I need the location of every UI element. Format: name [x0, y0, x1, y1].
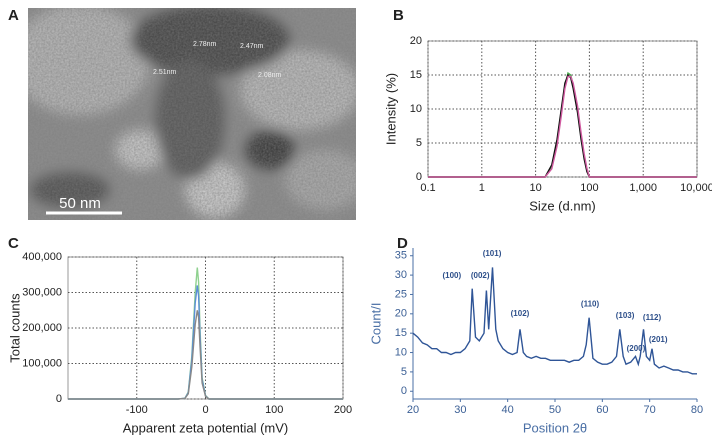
x-tick-label: 10,000 [680, 182, 712, 194]
y-tick-label: 400,000 [22, 251, 62, 263]
x-tick-label: 1 [479, 182, 485, 194]
x-tick-label: 30 [454, 404, 466, 416]
series-line [428, 75, 697, 178]
y-tick-label: 200,000 [22, 322, 62, 334]
panel-label: D [397, 235, 408, 252]
annotation: (201) [649, 335, 668, 344]
x-axis-label: Size (d.nm) [529, 198, 595, 213]
y-axis-label: Count/I [368, 303, 383, 345]
series-line [412, 267, 697, 375]
measurement: 2.51nm [153, 69, 177, 76]
x-axis-label: Apparent zeta potential (mV) [123, 420, 288, 435]
y-tick-label: 100,000 [22, 357, 62, 369]
annotation: (002) [471, 271, 490, 280]
measurement: 2.47nm [240, 43, 264, 50]
series-line [68, 267, 343, 400]
x-tick-label: 40 [502, 404, 514, 416]
y-axis-label: Intensity (%) [383, 73, 398, 145]
panel-label: B [393, 7, 404, 24]
annotation: (102) [511, 309, 530, 318]
series-line [428, 73, 697, 178]
tem-image [28, 8, 356, 220]
annotation: (110) [581, 299, 600, 308]
y-tick-label: 20 [410, 35, 422, 47]
x-tick-label: -100 [126, 404, 148, 416]
y-tick-label: 35 [395, 250, 407, 262]
annotation: (100) [442, 271, 461, 280]
x-tick-label: 100 [580, 182, 598, 194]
x-tick-label: 1,000 [629, 182, 657, 194]
y-tick-label: 5 [416, 137, 422, 149]
scale-bar-label: 50 nm [59, 195, 101, 212]
measurement: 2.08nm [258, 72, 282, 79]
y-tick-label: 5 [401, 366, 407, 378]
y-tick-label: 10 [410, 103, 422, 115]
image-grain [28, 8, 356, 220]
y-tick-label: 25 [395, 288, 407, 300]
y-tick-label: 15 [395, 327, 407, 339]
x-tick-label: 200 [334, 404, 352, 416]
annotation: (200) [627, 344, 646, 353]
x-tick-label: 100 [265, 404, 283, 416]
annotation: (101) [483, 249, 502, 258]
y-tick-label: 10 [395, 346, 407, 358]
y-tick-label: 300,000 [22, 286, 62, 298]
y-tick-label: 30 [395, 269, 407, 281]
series-line [68, 310, 343, 400]
x-tick-label: 0.1 [420, 182, 435, 194]
x-tick-label: 60 [596, 404, 608, 416]
y-tick-label: 0 [56, 393, 62, 405]
panel-label: A [8, 7, 19, 24]
x-tick-label: 0 [202, 404, 208, 416]
x-tick-label: 20 [407, 404, 419, 416]
annotation: (103) [616, 311, 635, 320]
y-tick-label: 15 [410, 69, 422, 81]
panel-label: C [8, 235, 19, 252]
annotation: (112) [643, 313, 662, 322]
measurement: 2.78nm [193, 41, 217, 48]
y-tick-label: 20 [395, 308, 407, 320]
x-tick-label: 80 [691, 404, 703, 416]
x-tick-label: 70 [644, 404, 656, 416]
x-tick-label: 50 [549, 404, 561, 416]
x-axis-label: Position 2θ [523, 420, 587, 435]
x-tick-label: 10 [529, 182, 541, 194]
y-axis-label: Total counts [7, 293, 22, 363]
series-line [428, 71, 697, 178]
y-tick-label: 0 [401, 385, 407, 397]
y-tick-label: 0 [416, 171, 422, 183]
